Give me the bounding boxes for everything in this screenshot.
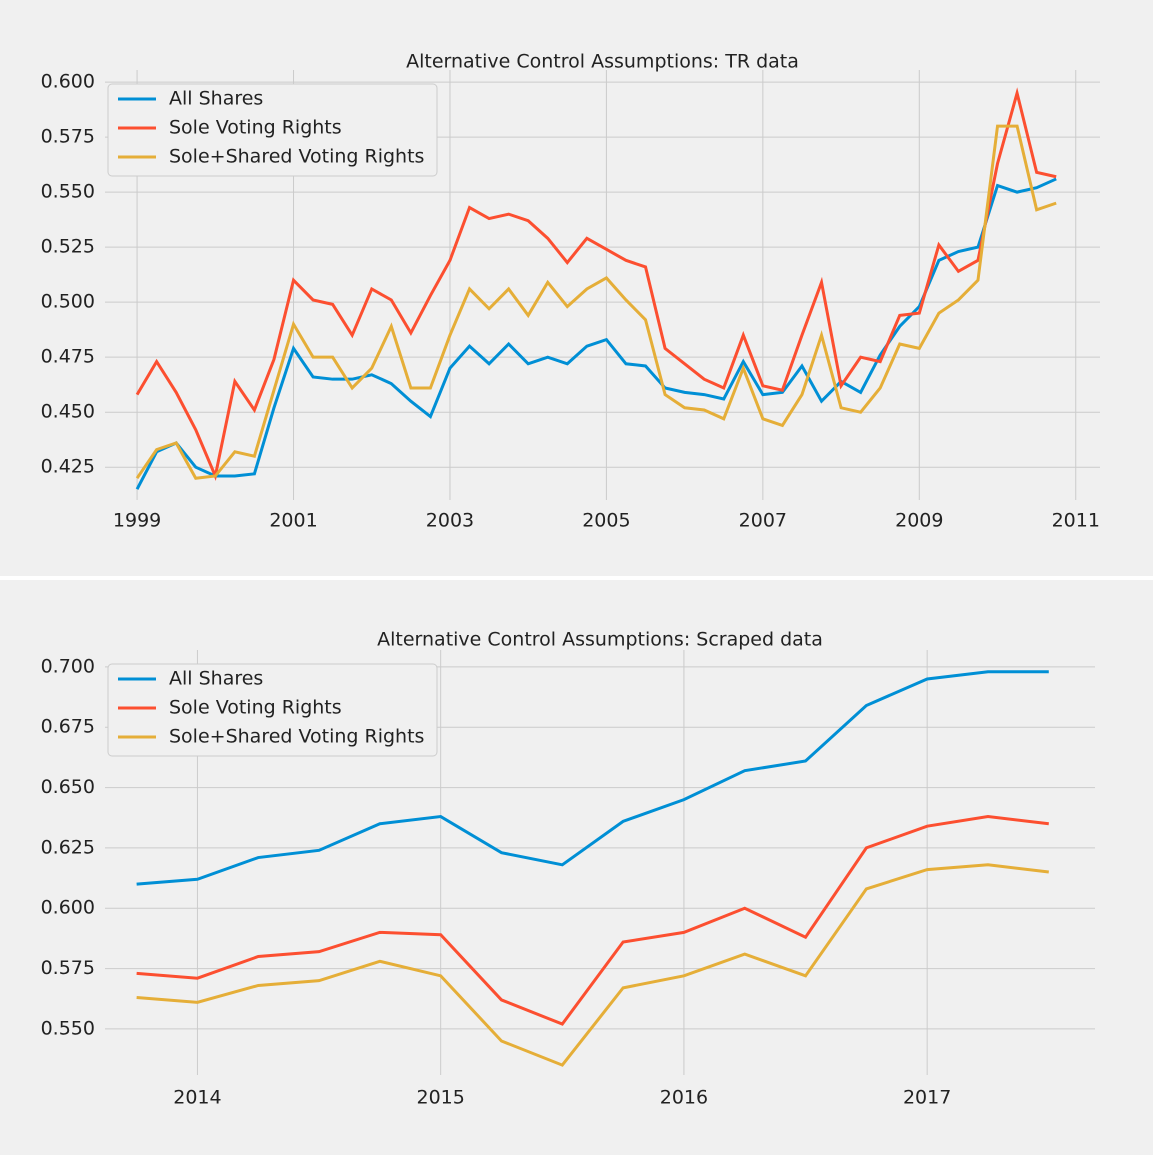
chart-title: Alternative Control Assumptions: Scraped… (377, 629, 823, 651)
y-tick-label: 0.575 (41, 957, 95, 979)
chart-title: Alternative Control Assumptions: TR data (406, 51, 799, 73)
y-tick-label: 0.425 (41, 456, 95, 478)
y-tick-label: 0.700 (41, 655, 95, 677)
x-tick-label: 2011 (1052, 510, 1100, 532)
y-tick-label: 0.450 (41, 401, 95, 423)
legend-label: All Shares (169, 668, 263, 690)
y-tick-label: 0.600 (41, 71, 95, 93)
x-tick-label: 2003 (426, 510, 474, 532)
y-tick-label: 0.625 (41, 836, 95, 858)
y-tick-label: 0.550 (41, 1017, 95, 1039)
legend-label: Sole+Shared Voting Rights (169, 146, 424, 168)
series-line (135, 124, 1057, 480)
legend-label: All Shares (169, 88, 263, 110)
x-tick-label: 2014 (173, 1087, 221, 1109)
series-line (136, 670, 1049, 886)
legend-box (107, 83, 438, 177)
legend-box (107, 663, 438, 757)
x-tick-label: 2009 (895, 510, 943, 532)
series-line (136, 863, 1049, 1067)
y-tick-label: 0.475 (41, 346, 95, 368)
y-tick-label: 0.575 (41, 126, 95, 148)
legend-label: Sole Voting Rights (169, 117, 342, 139)
series-line (135, 177, 1057, 490)
legend-label: Sole Voting Rights (169, 697, 342, 719)
x-tick-label: 2017 (903, 1087, 951, 1109)
x-tick-label: 2001 (269, 510, 317, 532)
y-tick-label: 0.500 (41, 291, 95, 313)
y-tick-label: 0.675 (41, 716, 95, 738)
x-tick-label: 2016 (660, 1087, 708, 1109)
y-tick-label: 0.600 (41, 897, 95, 919)
x-tick-label: 2007 (739, 510, 787, 532)
x-tick-label: 1999 (113, 510, 161, 532)
x-tick-label: 2005 (582, 510, 630, 532)
y-tick-label: 0.525 (41, 236, 95, 258)
x-tick-label: 2015 (416, 1087, 464, 1109)
legend-label: Sole+Shared Voting Rights (169, 726, 424, 748)
series-line (136, 815, 1049, 1026)
series-line (135, 87, 1057, 482)
y-tick-label: 0.650 (41, 776, 95, 798)
y-tick-label: 0.550 (41, 181, 95, 203)
